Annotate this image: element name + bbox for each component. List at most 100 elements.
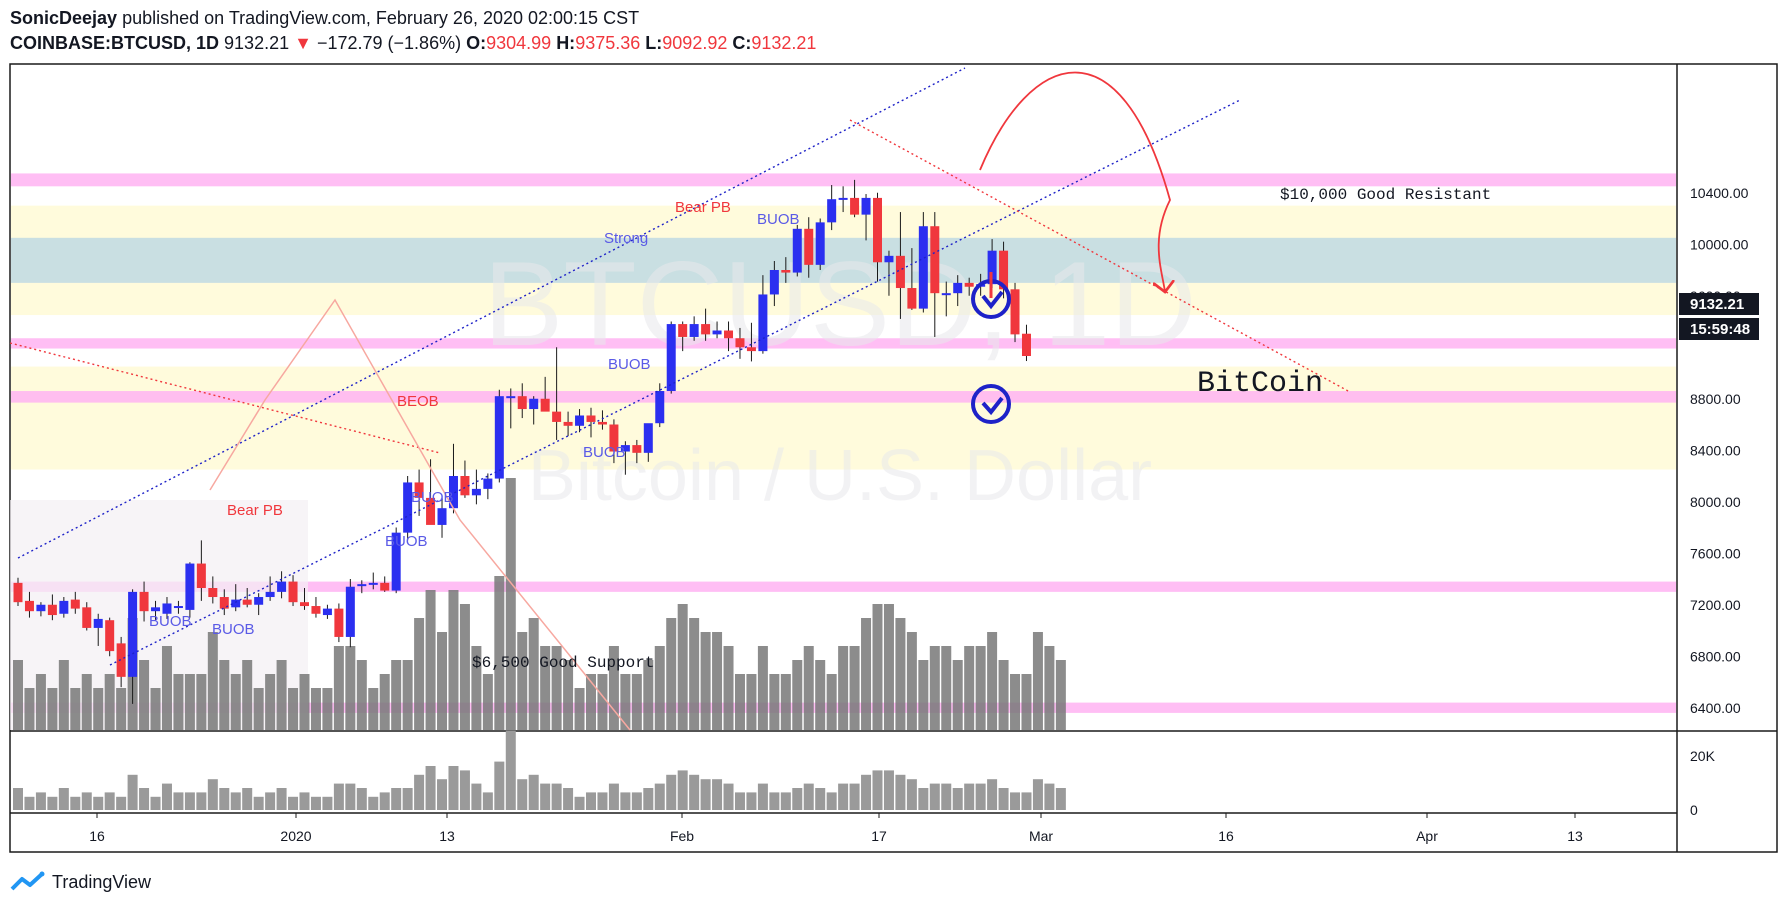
volume-bar bbox=[173, 674, 184, 730]
candle-body bbox=[196, 563, 206, 589]
volume-bar bbox=[24, 688, 35, 730]
candle-body bbox=[460, 476, 470, 496]
buob-label-2: BUOB bbox=[385, 533, 428, 550]
volume-bar bbox=[196, 674, 207, 730]
volume-pane-bar bbox=[356, 788, 367, 810]
candle-body bbox=[105, 620, 115, 652]
author-name[interactable]: SonicDeejay bbox=[10, 8, 118, 28]
candle-body bbox=[724, 330, 734, 339]
volume-bar bbox=[677, 604, 688, 730]
candle-body bbox=[781, 270, 791, 273]
buob-label-4: BUOB bbox=[583, 444, 626, 461]
zone-pink-0 bbox=[11, 173, 1676, 187]
candle-body bbox=[93, 618, 103, 628]
last-price-tag-text: 9132.21 bbox=[1690, 296, 1744, 313]
volume-bar bbox=[391, 660, 402, 730]
volume-bar bbox=[918, 660, 929, 730]
candle-body bbox=[70, 599, 80, 609]
volume-bar bbox=[1044, 646, 1055, 730]
volume-pane-bar bbox=[265, 792, 276, 810]
volume-bar bbox=[288, 688, 299, 730]
time-tick-label: Mar bbox=[1029, 828, 1053, 844]
volume-pane-bar bbox=[883, 770, 894, 810]
volume-bar bbox=[310, 688, 321, 730]
price-tick-label: 8400.00 bbox=[1690, 442, 1741, 458]
volume-pane-bar bbox=[242, 788, 253, 810]
volume-pane-bar bbox=[184, 792, 195, 810]
volume-bar bbox=[906, 632, 917, 730]
candle-body bbox=[517, 396, 527, 410]
candle-body bbox=[265, 591, 275, 598]
volume-bar bbox=[494, 576, 505, 730]
candle-body bbox=[953, 282, 963, 294]
bear-pb-label-1: Bear PB bbox=[675, 199, 731, 216]
volume-pane-bar bbox=[333, 783, 344, 810]
second-target-check-icon bbox=[971, 384, 1011, 424]
volume-pane-bar bbox=[803, 783, 814, 810]
volume-bar bbox=[219, 660, 230, 730]
volume-bar bbox=[689, 618, 700, 730]
candle-body bbox=[368, 582, 378, 585]
candle-body bbox=[758, 294, 768, 352]
volume-bar bbox=[757, 646, 768, 730]
beob-label: BEOB bbox=[397, 393, 439, 410]
candle-body bbox=[918, 226, 928, 309]
watermark-symbol: BTCUSD, 1D bbox=[483, 237, 1196, 371]
volume-pane-bar bbox=[975, 783, 986, 810]
zone-pink-5 bbox=[11, 391, 1676, 403]
candle-body bbox=[254, 597, 264, 605]
candle-body bbox=[414, 482, 424, 498]
volume-pane-bar bbox=[895, 774, 906, 810]
volume-pane-bar bbox=[1010, 792, 1021, 810]
volume-pane-bar bbox=[345, 783, 356, 810]
zone-pink-6 bbox=[11, 581, 1676, 592]
candle-body bbox=[689, 324, 699, 337]
candle-body bbox=[311, 606, 321, 614]
resistant-label: $10,000 Good Resistant bbox=[1280, 186, 1491, 204]
volume-pane-bar bbox=[93, 796, 104, 810]
volume-bar bbox=[93, 688, 104, 730]
volume-bar bbox=[712, 632, 723, 730]
volume-pane-bar bbox=[1021, 792, 1032, 810]
volume-pane-bar bbox=[689, 774, 700, 810]
candle-body bbox=[712, 330, 722, 335]
volume-bar bbox=[608, 646, 619, 730]
buob-label-1: BUOB bbox=[212, 621, 255, 638]
volume-bar bbox=[620, 674, 631, 730]
volume-bar bbox=[1021, 674, 1032, 730]
candle-body bbox=[792, 228, 802, 273]
candle-body bbox=[494, 396, 504, 479]
volume-bar bbox=[459, 604, 470, 730]
volume-pane-bar bbox=[528, 774, 539, 810]
candle-body bbox=[930, 226, 940, 294]
volume-pane-bar bbox=[872, 770, 883, 810]
volume-pane-bar bbox=[402, 788, 413, 810]
volume-pane-bar bbox=[448, 766, 459, 810]
volume-pane-bar bbox=[1032, 779, 1043, 810]
volume-bar bbox=[998, 660, 1009, 730]
time-tick-label: 13 bbox=[1567, 828, 1583, 844]
candle-body bbox=[999, 250, 1009, 290]
volume-bar bbox=[13, 660, 23, 730]
volume-pane-bar bbox=[368, 796, 379, 810]
volume-bar bbox=[631, 674, 642, 730]
volume-pane-bar bbox=[150, 796, 161, 810]
candle-body bbox=[24, 600, 34, 612]
target-check-mark-icon bbox=[981, 290, 1004, 310]
candle-body bbox=[735, 338, 745, 348]
buob-label-6: BUOB bbox=[757, 211, 800, 228]
time-tick-label: Apr bbox=[1416, 828, 1438, 844]
candle-body bbox=[242, 599, 252, 605]
candle-body bbox=[769, 270, 779, 295]
volume-pane-bar bbox=[391, 788, 402, 810]
candle-body bbox=[838, 197, 848, 200]
candle-body bbox=[620, 445, 630, 452]
footer-brand[interactable]: TradingView bbox=[10, 871, 151, 893]
volume-pane-bar bbox=[563, 788, 574, 810]
candle-body bbox=[563, 421, 573, 426]
volume-pane-bar bbox=[677, 770, 688, 810]
volume-bar bbox=[379, 674, 390, 730]
candle-body bbox=[334, 608, 344, 637]
volume-pane-bar bbox=[161, 783, 172, 810]
